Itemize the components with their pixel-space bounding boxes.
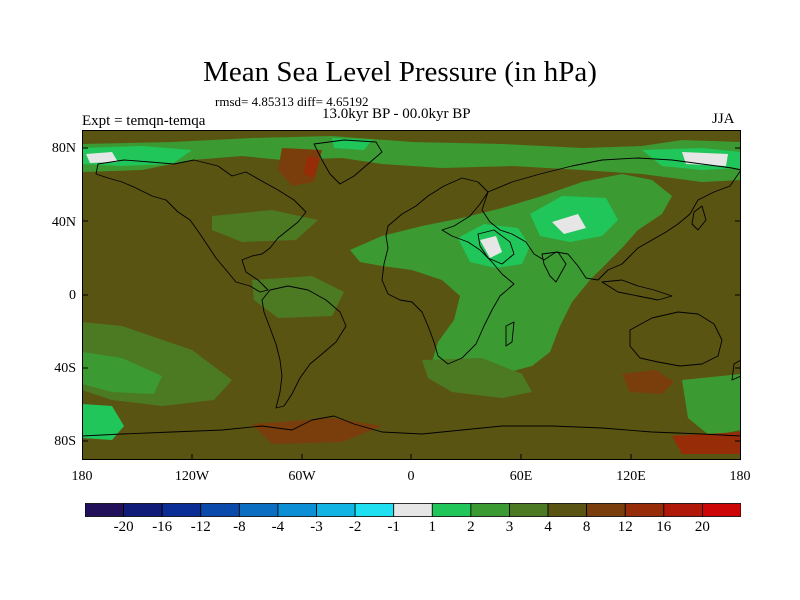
greenland-red bbox=[304, 156, 320, 178]
arctic-white-west bbox=[86, 152, 118, 163]
central-pacific-green bbox=[252, 276, 344, 318]
asia-coast bbox=[481, 157, 741, 281]
antarctic-red-2 bbox=[672, 432, 741, 454]
arctic-green-band bbox=[82, 136, 741, 182]
lat-label-80s: 80S bbox=[54, 434, 76, 449]
colorbar-label: 16 bbox=[656, 519, 672, 535]
lat-label-40s: 40S bbox=[54, 361, 76, 376]
south-pacific-bright bbox=[82, 404, 124, 440]
anomaly-fields bbox=[82, 136, 741, 454]
colorbar-box-10 bbox=[470, 503, 510, 517]
lon-label-120w: 120W bbox=[174, 469, 210, 484]
lat-label-0: 0 bbox=[69, 288, 76, 303]
arctic-white-east bbox=[682, 152, 728, 166]
tibet-white bbox=[552, 214, 586, 234]
colorbar-box-11 bbox=[509, 503, 549, 517]
colorbar-label: 12 bbox=[617, 519, 633, 535]
india-coast bbox=[541, 251, 567, 283]
colorbar-label: 3 bbox=[505, 519, 514, 535]
colorbar-box-12 bbox=[547, 503, 588, 517]
colorbar-label: 2 bbox=[467, 519, 475, 535]
lon-label-120e: 120E bbox=[616, 469, 646, 484]
colorbar-label: 1 bbox=[428, 519, 437, 535]
colorbar-label: -4 bbox=[271, 519, 285, 535]
antarctic-red bbox=[252, 418, 382, 444]
greenland-coast bbox=[313, 139, 383, 185]
south-america-coast bbox=[261, 285, 347, 409]
colorbar-box-4 bbox=[238, 503, 279, 517]
indonesia-coast bbox=[601, 279, 673, 301]
colorbar-box-7 bbox=[354, 503, 395, 517]
lon-label-60w: 60W bbox=[288, 469, 316, 484]
colorbar-box-2 bbox=[161, 503, 202, 517]
new-zealand-coast bbox=[731, 359, 741, 381]
period-subtitle: 13.0kyr BP - 00.0kyr BP bbox=[322, 106, 471, 122]
colorbar-label: -2 bbox=[348, 519, 362, 535]
stats-text: rmsd= 4.85313 diff= 4.65192 bbox=[215, 94, 369, 109]
lon-label-0: 0 bbox=[407, 469, 415, 484]
colorbar-box-16 bbox=[702, 503, 741, 517]
south-pacific-green-inner bbox=[82, 352, 162, 394]
colorbar-label: 20 bbox=[694, 519, 710, 535]
colorbar-boxes bbox=[85, 503, 741, 517]
north-america-coast bbox=[95, 159, 307, 293]
arabia-white bbox=[480, 236, 502, 258]
japan-coast bbox=[691, 205, 707, 231]
antarctic-east-green bbox=[682, 374, 741, 436]
lon-label-60e: 60E bbox=[509, 469, 533, 484]
pressure-anomaly-map bbox=[82, 130, 741, 460]
south-indian-red bbox=[622, 370, 674, 394]
colorbar-label: -12 bbox=[190, 519, 211, 535]
arabia-coast bbox=[477, 229, 515, 265]
antarctica-coast bbox=[82, 415, 741, 437]
colorbar-label: 8 bbox=[582, 519, 591, 535]
colorbar-box-14 bbox=[624, 503, 665, 517]
colorbar-label: -8 bbox=[233, 519, 246, 535]
colorbar-label: -1 bbox=[387, 519, 400, 535]
colorbar-label: -20 bbox=[113, 519, 134, 535]
colorbar-box-1 bbox=[123, 503, 163, 517]
colorbar-box-15 bbox=[663, 503, 703, 517]
colorbar-box-9 bbox=[431, 503, 472, 517]
lon-label-180e: 180 bbox=[729, 469, 751, 484]
colorbar-box-5 bbox=[277, 503, 317, 517]
colorbar-box-13 bbox=[586, 503, 626, 517]
experiment-label: Expt = temqn-temqa bbox=[82, 113, 206, 129]
australia-coast bbox=[629, 311, 723, 367]
madagascar-coast bbox=[505, 321, 515, 347]
south-atlantic-green bbox=[422, 358, 532, 398]
chart-title: Mean Sea Level Pressure (in hPa) bbox=[203, 56, 597, 88]
colorbar-label: 4 bbox=[544, 519, 552, 535]
season-label: JJA bbox=[712, 111, 735, 127]
coastlines bbox=[82, 139, 741, 437]
colorbar-box-0 bbox=[85, 503, 124, 517]
lon-label-180w: 180 bbox=[71, 469, 93, 484]
colorbar-box-6 bbox=[316, 503, 356, 517]
lat-label-40n: 40N bbox=[51, 215, 76, 230]
map-ticks bbox=[82, 147, 741, 460]
colorbar-box-3 bbox=[200, 503, 240, 517]
west-atlantic-green bbox=[212, 210, 318, 242]
lat-label-80n: 80N bbox=[51, 141, 76, 156]
colorbar-label: -16 bbox=[152, 519, 173, 535]
colorbar bbox=[85, 503, 741, 517]
europe-africa-coast bbox=[381, 177, 515, 365]
colorbar-label: -3 bbox=[310, 519, 323, 535]
colorbar-box-8 bbox=[393, 503, 433, 517]
